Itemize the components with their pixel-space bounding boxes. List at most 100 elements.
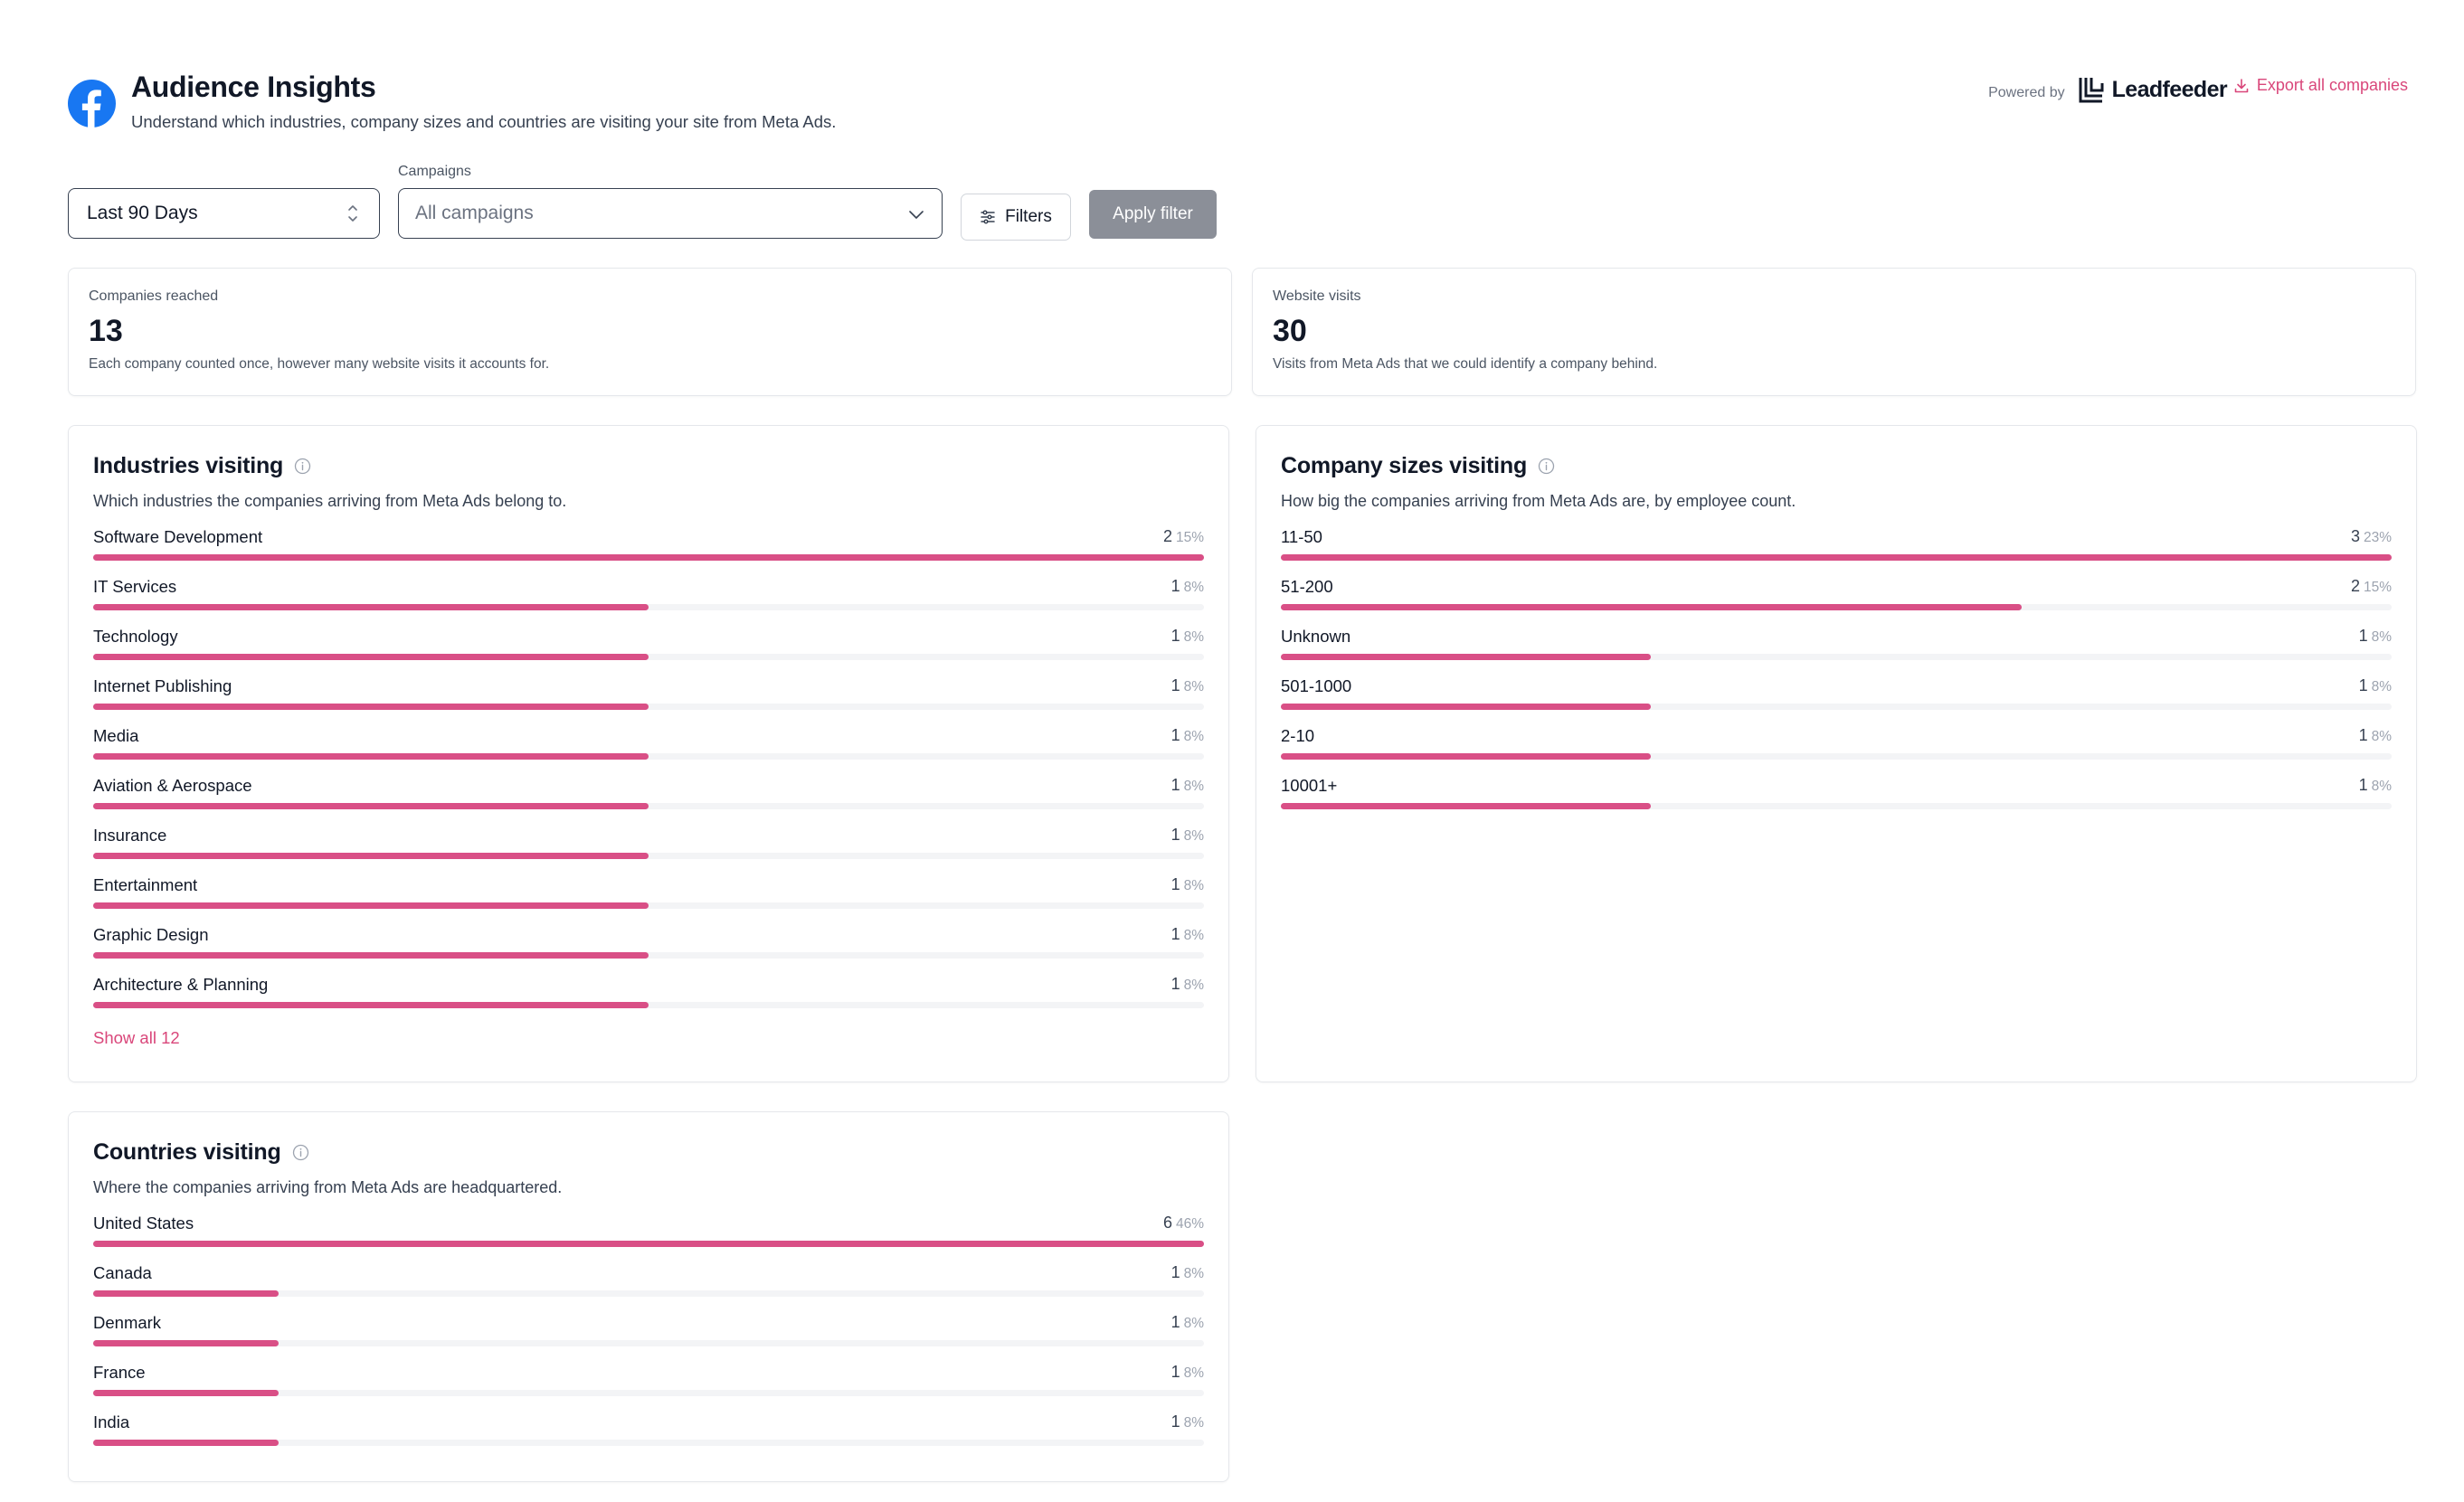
progress-fill	[93, 803, 649, 809]
item-label: Entertainment	[93, 875, 198, 894]
list-item: France 1 8%	[93, 1363, 1204, 1412]
show-all-link[interactable]: Show all 12	[93, 1028, 180, 1047]
export-all-companies-link[interactable]: Export all companies	[2233, 76, 2408, 95]
list-item: Technology 1 8%	[93, 627, 1204, 676]
progress-fill	[1281, 803, 1652, 809]
chevron-up-down-icon	[348, 205, 357, 222]
progress-track	[93, 1440, 1204, 1446]
item-label: Insurance	[93, 826, 167, 845]
progress-fill	[93, 902, 649, 909]
stat-value: 30	[1273, 314, 1307, 348]
item-value: 3 23%	[2351, 527, 2392, 546]
item-count: 2	[2350, 577, 2360, 595]
progress-track	[1281, 753, 2392, 760]
date-range-select[interactable]: Last 90 Days	[68, 188, 380, 239]
progress-track	[93, 704, 1204, 710]
item-count: 1	[1170, 826, 1180, 844]
item-percent: 8%	[1183, 978, 1204, 993]
progress-track	[93, 1002, 1204, 1008]
stat-label: Companies reached	[89, 288, 219, 304]
progress-fill	[93, 1340, 279, 1346]
item-percent: 23%	[2363, 530, 2392, 545]
item-percent: 8%	[1183, 928, 1204, 943]
item-percent: 8%	[1183, 629, 1204, 645]
item-count: 1	[2358, 627, 2368, 645]
item-label: IT Services	[93, 577, 177, 596]
info-icon[interactable]	[292, 1144, 309, 1161]
item-value: 1 8%	[1171, 975, 1204, 994]
item-count: 1	[2358, 676, 2368, 694]
item-label: Media	[93, 726, 139, 745]
item-percent: 15%	[1175, 530, 1204, 545]
item-label: Internet Publishing	[93, 676, 232, 695]
item-value: 1 8%	[2359, 627, 2392, 646]
item-value: 1 8%	[1171, 627, 1204, 646]
progress-track	[93, 604, 1204, 610]
item-percent: 8%	[1183, 878, 1204, 893]
item-count: 1	[1170, 776, 1180, 794]
item-label: Aviation & Aerospace	[93, 776, 252, 795]
item-count: 6	[1162, 1214, 1172, 1232]
item-count: 1	[1170, 875, 1180, 893]
list-item: 501-1000 1 8%	[1281, 676, 2392, 726]
progress-fill	[1281, 704, 1652, 710]
apply-filter-button[interactable]: Apply filter	[1089, 190, 1217, 239]
progress-track	[93, 803, 1204, 809]
company-sizes-panel: Company sizes visiting How big the compa…	[1256, 425, 2417, 1082]
item-label: Canada	[93, 1263, 152, 1282]
progress-fill	[93, 952, 649, 959]
company-sizes-list: 11-50 3 23% 51-200 2 15% Unknown 1 8% 501-1000 1 8%…	[1281, 527, 2392, 826]
countries-list: United States 6 46% Canada 1 8% Denmark 1 8% Fran…	[93, 1214, 1204, 1462]
progress-fill	[93, 604, 649, 610]
item-label: 51-200	[1281, 577, 1333, 596]
progress-track	[93, 952, 1204, 959]
campaigns-label: Campaigns	[398, 164, 471, 179]
companies-reached-card: Companies reached 13 Each company counte…	[68, 268, 1232, 396]
list-item: Media 1 8%	[93, 726, 1204, 776]
item-count: 1	[1170, 975, 1180, 993]
item-label: Graphic Design	[93, 925, 209, 944]
item-count: 1	[1170, 627, 1180, 645]
item-value: 1 8%	[1171, 1313, 1204, 1332]
item-percent: 8%	[1183, 1415, 1204, 1431]
item-count: 1	[2358, 776, 2368, 794]
item-percent: 8%	[1183, 729, 1204, 744]
item-percent: 8%	[1183, 828, 1204, 844]
progress-track	[1281, 604, 2392, 610]
list-item: Unknown 1 8%	[1281, 627, 2392, 676]
stat-description: Each company counted once, however many …	[89, 356, 550, 372]
filters-button[interactable]: Filters	[961, 194, 1071, 241]
item-percent: 8%	[2371, 679, 2392, 694]
info-icon[interactable]	[1538, 458, 1555, 475]
item-label: 501-1000	[1281, 676, 1352, 695]
item-count: 1	[1170, 676, 1180, 694]
info-icon[interactable]	[294, 458, 311, 475]
campaigns-select[interactable]: All campaigns	[398, 188, 943, 239]
industries-title: Industries visiting	[93, 453, 284, 478]
list-item: Graphic Design 1 8%	[93, 925, 1204, 975]
item-value: 1 8%	[2359, 676, 2392, 695]
item-percent: 8%	[1183, 679, 1204, 694]
item-count: 1	[1170, 577, 1180, 595]
item-label: Unknown	[1281, 627, 1351, 646]
panel-title: Industries visiting	[93, 453, 1204, 479]
item-count: 3	[2350, 527, 2360, 545]
company-sizes-title: Company sizes visiting	[1281, 453, 1528, 478]
progress-track	[93, 654, 1204, 660]
panel-title: Company sizes visiting	[1281, 453, 2392, 479]
stat-description: Visits from Meta Ads that we could ident…	[1273, 356, 1658, 372]
progress-track	[93, 1340, 1204, 1346]
campaigns-placeholder: All campaigns	[415, 203, 534, 223]
item-percent: 8%	[2371, 729, 2392, 744]
item-value: 1 8%	[1171, 776, 1204, 795]
progress-track	[1281, 704, 2392, 710]
list-item: 2-10 1 8%	[1281, 726, 2392, 776]
progress-track	[1281, 803, 2392, 809]
item-percent: 8%	[2371, 629, 2392, 645]
item-count: 1	[1170, 1363, 1180, 1381]
panel-description: Which industries the companies arriving …	[93, 492, 567, 510]
item-label: France	[93, 1363, 146, 1382]
item-value: 1 8%	[2359, 776, 2392, 795]
progress-track	[93, 1390, 1204, 1396]
item-value: 6 46%	[1163, 1214, 1204, 1233]
